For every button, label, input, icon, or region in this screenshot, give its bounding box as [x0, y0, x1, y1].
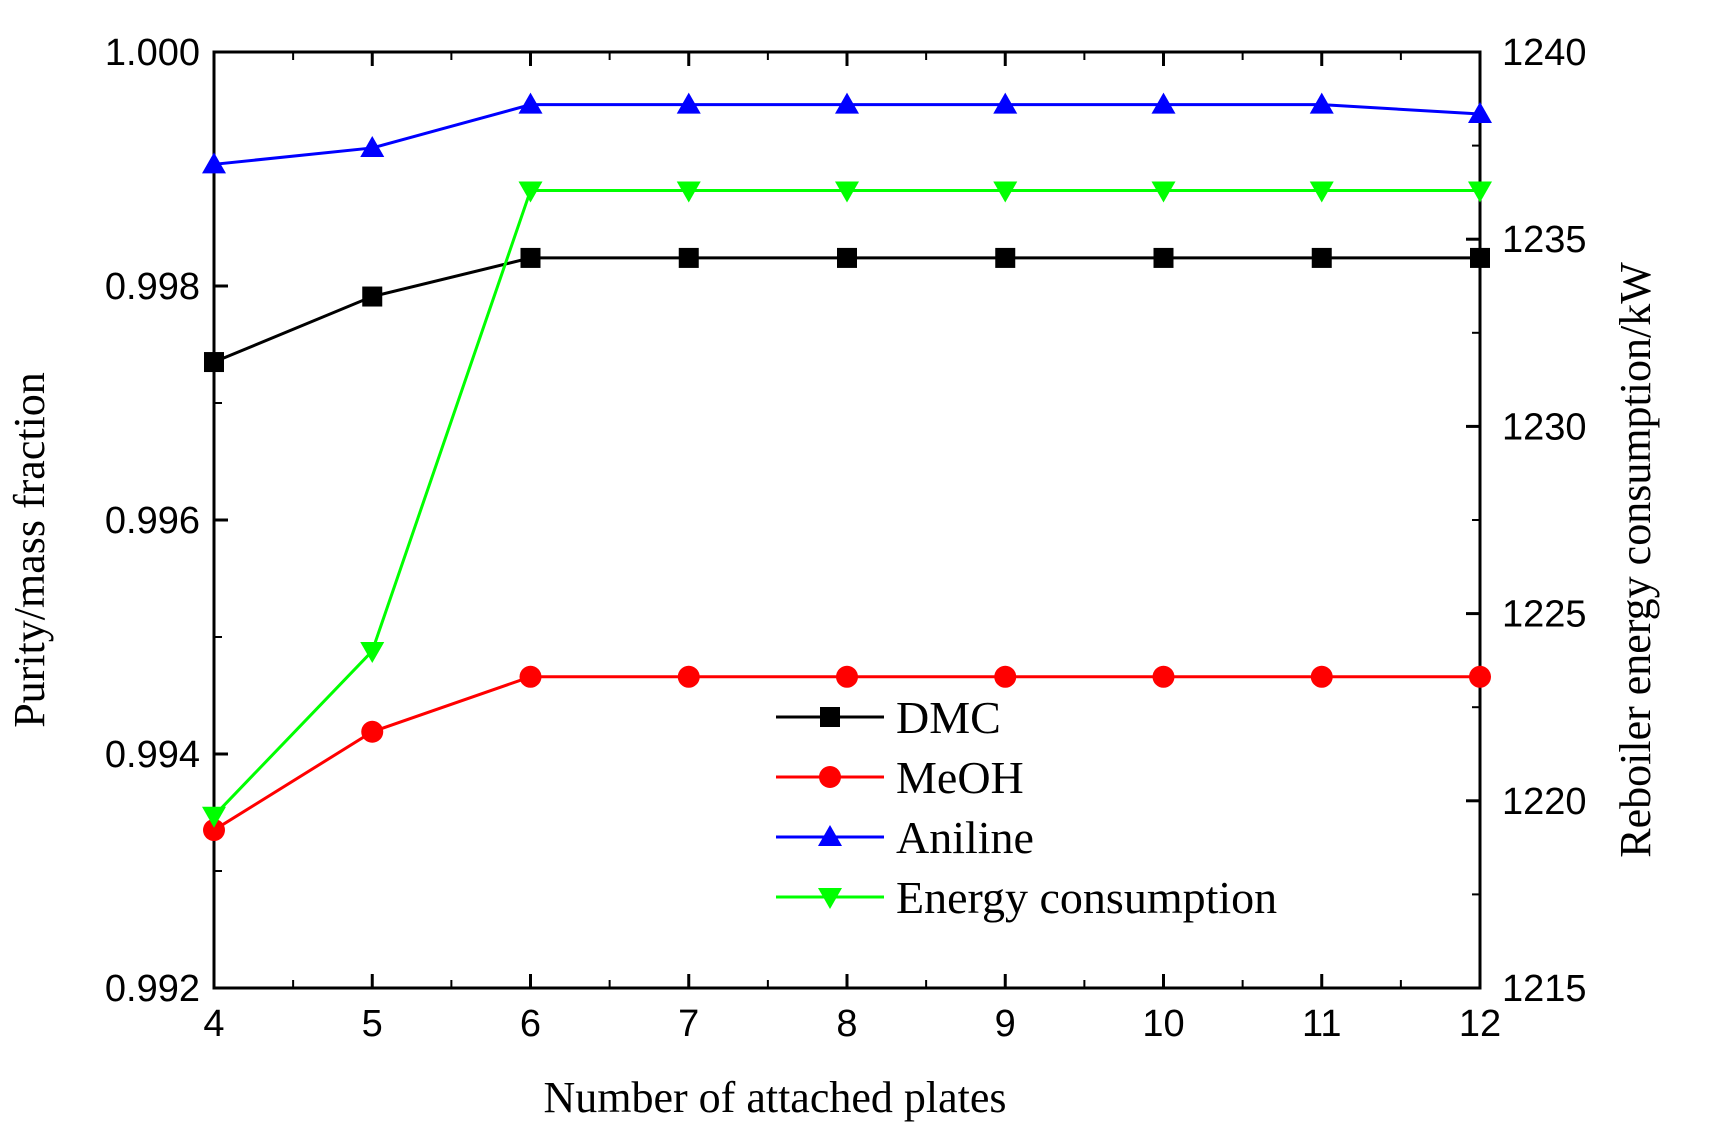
data-point-dmc — [1470, 247, 1490, 268]
x-tick-label: 4 — [203, 1003, 224, 1045]
series-meoh — [203, 665, 1491, 842]
data-point-energy-consumption — [835, 181, 859, 203]
data-point-dmc — [837, 247, 857, 268]
right-y-tick-label: 1240 — [1502, 32, 1587, 74]
legend-entry-aniline: Aniline — [776, 812, 1034, 863]
data-point-aniline — [202, 152, 226, 174]
data-point-dmc — [1153, 247, 1174, 268]
data-point-aniline — [1151, 92, 1176, 114]
data-point-energy-consumption — [360, 642, 385, 664]
data-point-meoh — [994, 665, 1017, 688]
left-y-tick-label: 1.000 — [105, 32, 200, 74]
x-tick-label: 10 — [1142, 1003, 1184, 1045]
x-tick-label: 11 — [1302, 1003, 1341, 1045]
data-point-meoh — [519, 665, 542, 688]
x-axis-ticks: 4 5 6 7 8 9 10 11 12 — [203, 52, 1501, 1045]
data-point-aniline — [1468, 102, 1492, 124]
series-dmc — [204, 247, 1490, 373]
left-y-tick-label: 0.994 — [105, 734, 200, 776]
data-point-energy-consumption — [1309, 181, 1334, 203]
right-y-axis-ticks: 1215 1220 1225 1230 1235 1240 — [1466, 32, 1587, 1010]
x-tick-label: 6 — [520, 1003, 541, 1045]
series-layer — [202, 92, 1492, 842]
data-point-meoh — [203, 819, 225, 842]
right-y-tick-label: 1230 — [1502, 406, 1587, 448]
x-tick-label: 9 — [995, 1003, 1016, 1045]
left-y-tick-label: 0.992 — [105, 968, 200, 1010]
data-point-meoh — [361, 720, 384, 743]
left-y-tick-label: 0.996 — [105, 500, 200, 542]
series-line-meoh — [213, 675, 1480, 832]
data-point-aniline — [360, 135, 385, 157]
series-energy-consumption — [202, 181, 1492, 828]
right-y-tick-label: 1235 — [1502, 219, 1587, 261]
x-tick-label: 12 — [1459, 1003, 1501, 1045]
data-point-energy-consumption — [518, 181, 543, 203]
legend-label: Aniline — [896, 812, 1034, 863]
legend: DMC MeOH Aniline Energy consumption — [776, 692, 1277, 923]
data-point-aniline — [676, 92, 701, 114]
data-point-dmc — [204, 352, 224, 373]
legend-entry-energy-consumption: Energy consumption — [776, 872, 1277, 923]
data-point-aniline — [993, 92, 1018, 114]
data-point-meoh — [836, 665, 858, 688]
data-point-meoh — [1152, 665, 1175, 688]
legend-marker — [818, 825, 842, 846]
data-point-dmc — [362, 286, 383, 307]
data-point-dmc — [678, 247, 699, 268]
data-point-aniline — [518, 92, 543, 114]
legend-label: DMC — [896, 692, 1001, 743]
right-y-tick-label: 1215 — [1502, 968, 1587, 1010]
left-y-axis-ticks: 0.992 0.994 0.996 0.998 1.000 — [105, 32, 228, 1010]
data-point-dmc — [995, 247, 1016, 268]
data-point-aniline — [1309, 92, 1334, 114]
series-line-dmc — [213, 256, 1480, 364]
legend-label: Energy consumption — [896, 872, 1277, 923]
data-point-energy-consumption — [1151, 181, 1176, 203]
legend-marker — [818, 888, 842, 909]
legend-marker — [819, 766, 841, 788]
right-y-axis-title: Reboiler energy consumption/kW — [1611, 262, 1660, 858]
data-point-energy-consumption — [676, 181, 701, 203]
data-point-dmc — [1311, 247, 1332, 268]
data-point-meoh — [677, 665, 700, 688]
x-axis-title: Number of attached plates — [543, 1073, 1006, 1122]
data-point-aniline — [835, 92, 859, 114]
data-point-energy-consumption — [1468, 181, 1492, 203]
x-tick-label: 7 — [678, 1003, 699, 1045]
right-y-tick-label: 1225 — [1502, 594, 1587, 636]
right-y-tick-label: 1220 — [1502, 781, 1587, 823]
x-tick-label: 8 — [836, 1003, 857, 1045]
left-y-axis-title: Purity/mass fraction — [5, 372, 54, 728]
legend-marker — [820, 707, 840, 727]
data-point-meoh — [1469, 665, 1491, 688]
data-point-energy-consumption — [993, 181, 1018, 203]
x-tick-label: 5 — [362, 1003, 383, 1045]
legend-entry-meoh: MeOH — [776, 752, 1024, 803]
data-point-energy-consumption — [202, 806, 226, 828]
data-point-meoh — [1310, 665, 1333, 688]
data-point-dmc — [520, 247, 541, 268]
left-y-tick-label: 0.998 — [105, 266, 200, 308]
series-aniline — [202, 92, 1492, 174]
legend-label: MeOH — [896, 752, 1024, 803]
legend-entry-dmc: DMC — [776, 692, 1001, 743]
